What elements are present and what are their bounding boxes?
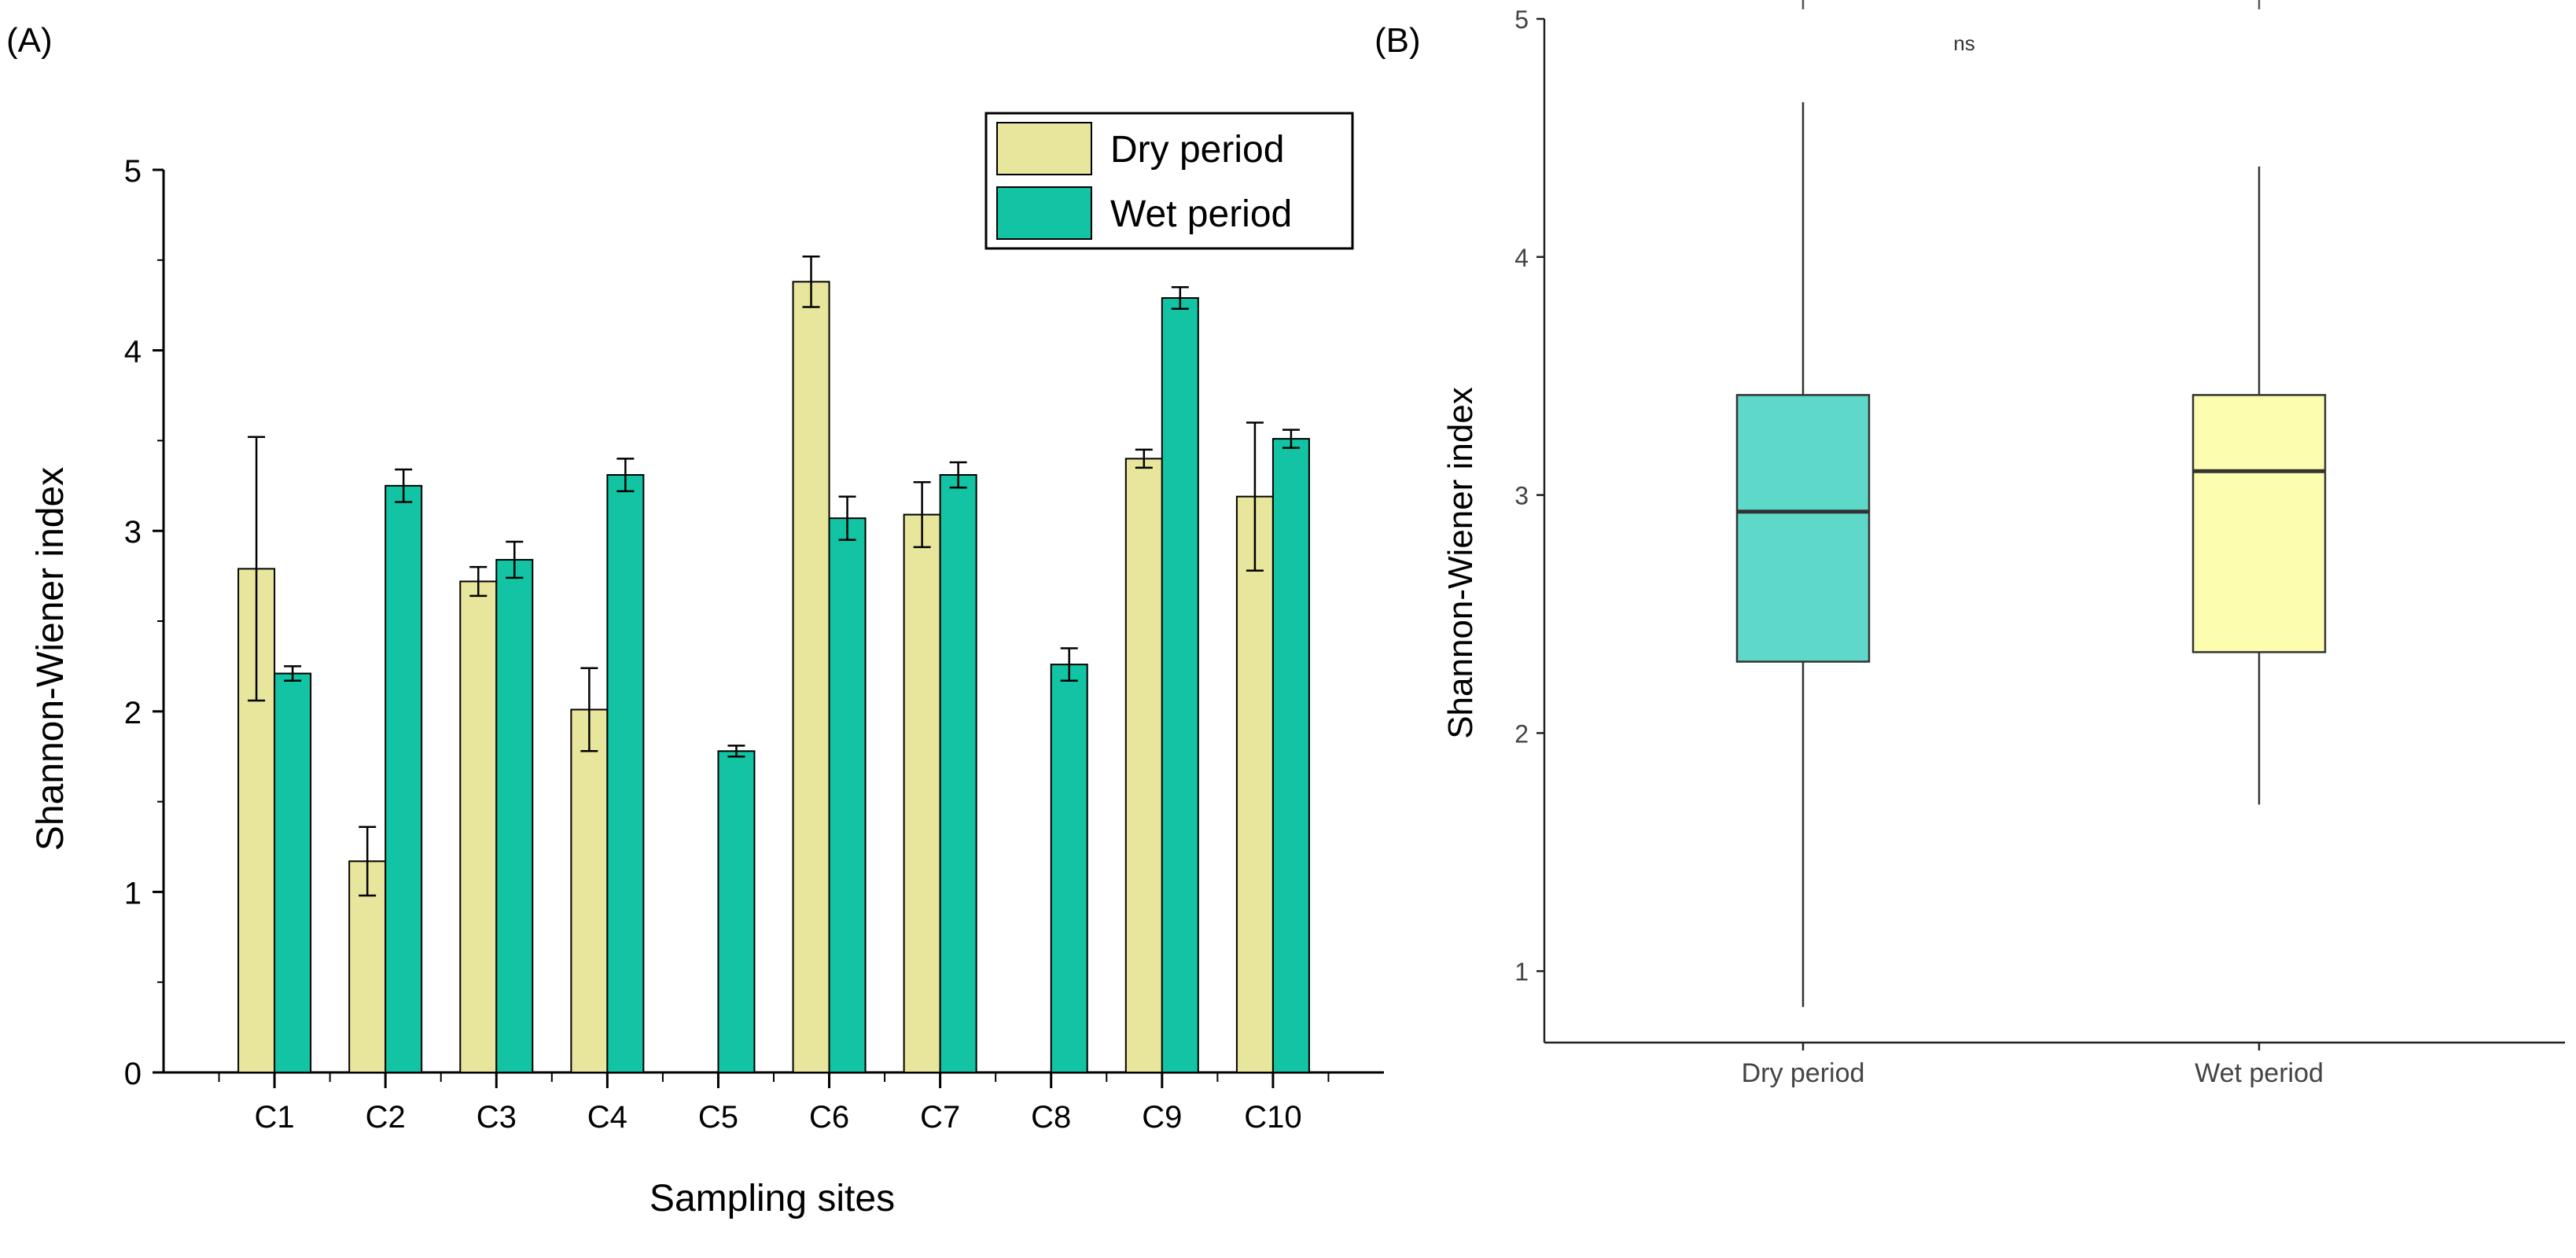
panel-a-legend: Dry period Wet period xyxy=(984,112,1354,250)
x-tick-label: C9 xyxy=(1142,1100,1182,1135)
bar-wet-period-c8 xyxy=(1050,664,1088,1073)
bar-wet-period-c4 xyxy=(606,474,645,1073)
bar-dry-period-c10 xyxy=(1235,495,1274,1073)
bar-dry-period-c9 xyxy=(1124,458,1163,1073)
legend-swatch-dry-period xyxy=(996,122,1092,175)
y-tick-label: 1 xyxy=(1514,958,1529,986)
bar-dry-period-c7 xyxy=(903,513,941,1073)
y-tick-label: 3 xyxy=(1514,482,1529,510)
bar-dry-period-c3 xyxy=(459,580,498,1073)
y-tick-label: 3 xyxy=(124,515,142,550)
y-tick-label: 4 xyxy=(124,335,142,370)
y-tick-label: 5 xyxy=(124,154,142,189)
legend-label-wet-period: Wet period xyxy=(1110,193,1292,235)
x-tick-label: C3 xyxy=(477,1100,517,1135)
x-tick-label: Wet period xyxy=(2195,1058,2324,1088)
x-tick-label: C10 xyxy=(1244,1100,1301,1135)
y-tick-label: 2 xyxy=(1514,719,1529,748)
panel-a: (A) Shannon-Wiener index Sampling sites … xyxy=(6,21,1384,1219)
x-tick-label: C1 xyxy=(255,1100,295,1135)
box-wet-period xyxy=(2191,394,2327,653)
box-dry-period xyxy=(1735,394,1871,663)
panel-a-y-axis-label: Shannon-Wiener index xyxy=(30,467,72,851)
x-tick-label: Dry period xyxy=(1742,1058,1865,1088)
panel-a-label: (A) xyxy=(6,21,53,60)
significance-label: ns xyxy=(1953,31,1974,55)
x-tick-label: C6 xyxy=(809,1100,849,1135)
y-tick-label: 1 xyxy=(124,876,142,910)
bar-wet-period-c10 xyxy=(1271,438,1310,1073)
bar-wet-period-c7 xyxy=(939,474,977,1073)
bar-wet-period-c9 xyxy=(1161,297,1199,1073)
x-tick-label: C4 xyxy=(587,1100,627,1135)
y-tick-label: 5 xyxy=(1514,6,1529,34)
panel-a-x-axis-label: Sampling sites xyxy=(650,1178,895,1219)
panel-b: (B) Shannon-Wiener index 1 2 3 4 5 Dry period… xyxy=(1374,0,2565,1088)
y-tick-label: 0 xyxy=(124,1057,142,1091)
x-tick-label: C7 xyxy=(920,1100,960,1135)
bar-wet-period-c6 xyxy=(828,517,867,1073)
x-tick-label: C5 xyxy=(698,1100,738,1135)
bar-wet-period-c2 xyxy=(385,484,423,1073)
panel-b-y-axis-label: Shannon-Wiener index xyxy=(1441,387,1480,739)
bar-dry-period-c6 xyxy=(792,281,830,1073)
panel-b-label: (B) xyxy=(1374,21,1421,60)
legend-label-dry-period: Dry period xyxy=(1110,129,1284,171)
significance-bracket xyxy=(1801,0,2261,9)
bar-wet-period-c3 xyxy=(495,558,534,1073)
bar-wet-period-c5 xyxy=(717,750,756,1073)
y-tick-label: 4 xyxy=(1514,244,1529,272)
legend-swatch-wet-period xyxy=(996,186,1092,240)
x-tick-label: C2 xyxy=(366,1100,406,1135)
bar-dry-period-c4 xyxy=(570,708,609,1074)
x-tick-label: C8 xyxy=(1031,1100,1071,1135)
y-tick-label: 2 xyxy=(124,696,142,730)
bar-wet-period-c1 xyxy=(274,672,312,1073)
